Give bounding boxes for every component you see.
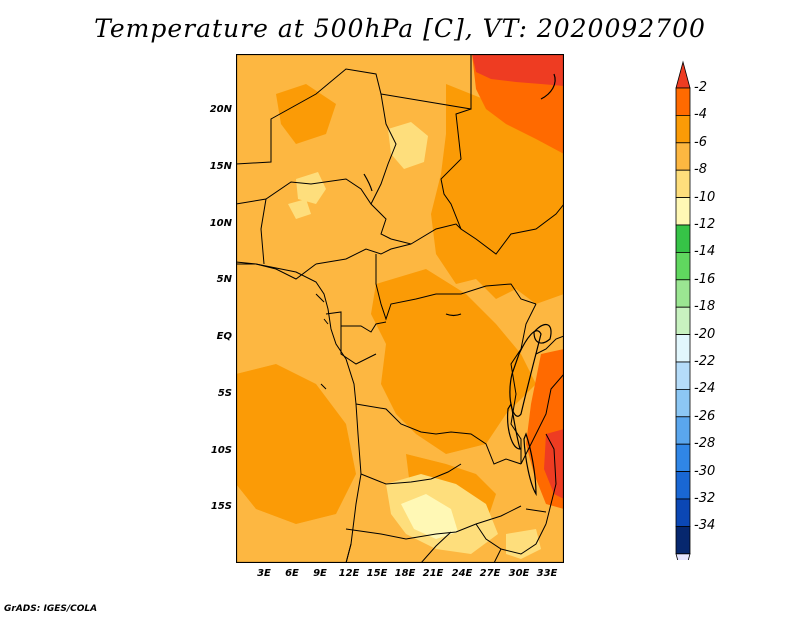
- field-cool-sahel: [288, 199, 311, 219]
- colorbar-box: [675, 142, 691, 171]
- colorbar-box: [675, 443, 691, 473]
- lat-label-5s: 5S: [217, 388, 232, 399]
- lon-label-12e: 12E: [338, 568, 360, 579]
- colorbar-label: -10: [694, 189, 716, 205]
- field-warm-east: [431, 84, 564, 304]
- footer-credit: GrADS: IGES/COLA: [4, 604, 98, 614]
- field-hottest-east: [544, 429, 564, 499]
- plot-title: Temperature at 500hPa [C], VT: 202009270…: [94, 14, 706, 43]
- field-coolest-kalahari: [401, 494, 458, 539]
- field-cool-sahara: [388, 122, 428, 169]
- lon-label-33e: 33E: [536, 568, 558, 579]
- lon-label-9e: 9E: [313, 568, 327, 579]
- colorbar-label: -8: [694, 162, 707, 178]
- colorbar-box: [675, 224, 691, 253]
- colorbar-label: -6: [694, 134, 707, 150]
- lon-label-30e: 30E: [508, 568, 530, 579]
- colorbar-box: [675, 115, 691, 144]
- colorbar-label: -26: [694, 408, 716, 424]
- colorbar-label: -12: [694, 217, 716, 232]
- lon-label-6e: 6E: [285, 568, 299, 579]
- lat-label-15s: 15S: [210, 501, 232, 512]
- map-frame: [236, 54, 564, 563]
- colorbar-box: [675, 197, 691, 226]
- colorbar-box: [675, 306, 691, 335]
- colorbar-top-arrow: [675, 60, 691, 89]
- temperature-map: [236, 54, 564, 563]
- colorbar-box: [675, 279, 691, 308]
- lon-label-3e: 3E: [257, 568, 271, 579]
- colorbar-label: -18: [694, 299, 716, 315]
- colorbar-label: -14: [694, 244, 716, 260]
- field-hottest-northeast: [472, 54, 564, 86]
- lon-label-24e: 24E: [451, 568, 473, 579]
- colorbar-box: [675, 334, 691, 363]
- colorbar-box: [675, 388, 691, 418]
- lat-label-5n: 5N: [216, 274, 232, 285]
- colorbar-label: -2: [694, 80, 707, 95]
- colorbar-label: -16: [694, 271, 716, 287]
- colorbar-label: -30: [694, 463, 716, 479]
- lat-label-10n: 10N: [209, 218, 232, 229]
- lakes: [363, 73, 556, 497]
- colorbar-label: -34: [694, 518, 716, 534]
- field-cool-lake-chad: [296, 172, 326, 204]
- field-warm-central: [371, 269, 536, 454]
- colorbar-box: [675, 471, 691, 500]
- colorbar: [675, 60, 691, 560]
- coastline: [236, 261, 357, 563]
- field-cool-mozambique: [506, 529, 541, 559]
- colorbar-box: [675, 525, 691, 555]
- country-borders: [236, 54, 564, 563]
- lat-label-10s: 10S: [210, 445, 232, 456]
- colorbar-box: [675, 169, 691, 198]
- colorbar-label: -20: [694, 326, 716, 342]
- colorbar-label: -22: [694, 354, 716, 369]
- colorbar-box: [675, 251, 691, 281]
- lon-label-27e: 27E: [479, 568, 501, 579]
- colorbar-label: -24: [694, 381, 716, 397]
- lon-label-21e: 21E: [422, 568, 444, 579]
- colorbar-box: [675, 416, 691, 445]
- colorbar-box: [675, 87, 691, 116]
- colorbar-box: [675, 498, 691, 527]
- lon-label-18e: 18E: [394, 568, 416, 579]
- lat-label-eq: EQ: [216, 331, 232, 342]
- lat-label-20n: 20N: [209, 104, 232, 115]
- field-warm-north: [276, 84, 336, 144]
- colorbar-label: -32: [694, 491, 716, 506]
- colorbar-box: [675, 361, 691, 390]
- lon-label-15e: 15E: [366, 568, 388, 579]
- field-warm-south: [236, 364, 356, 524]
- lat-label-15n: 15N: [209, 161, 232, 172]
- colorbar-label: -28: [694, 436, 716, 452]
- colorbar-label: -4: [694, 107, 707, 123]
- colorbar-bottom-arrow: [675, 553, 691, 560]
